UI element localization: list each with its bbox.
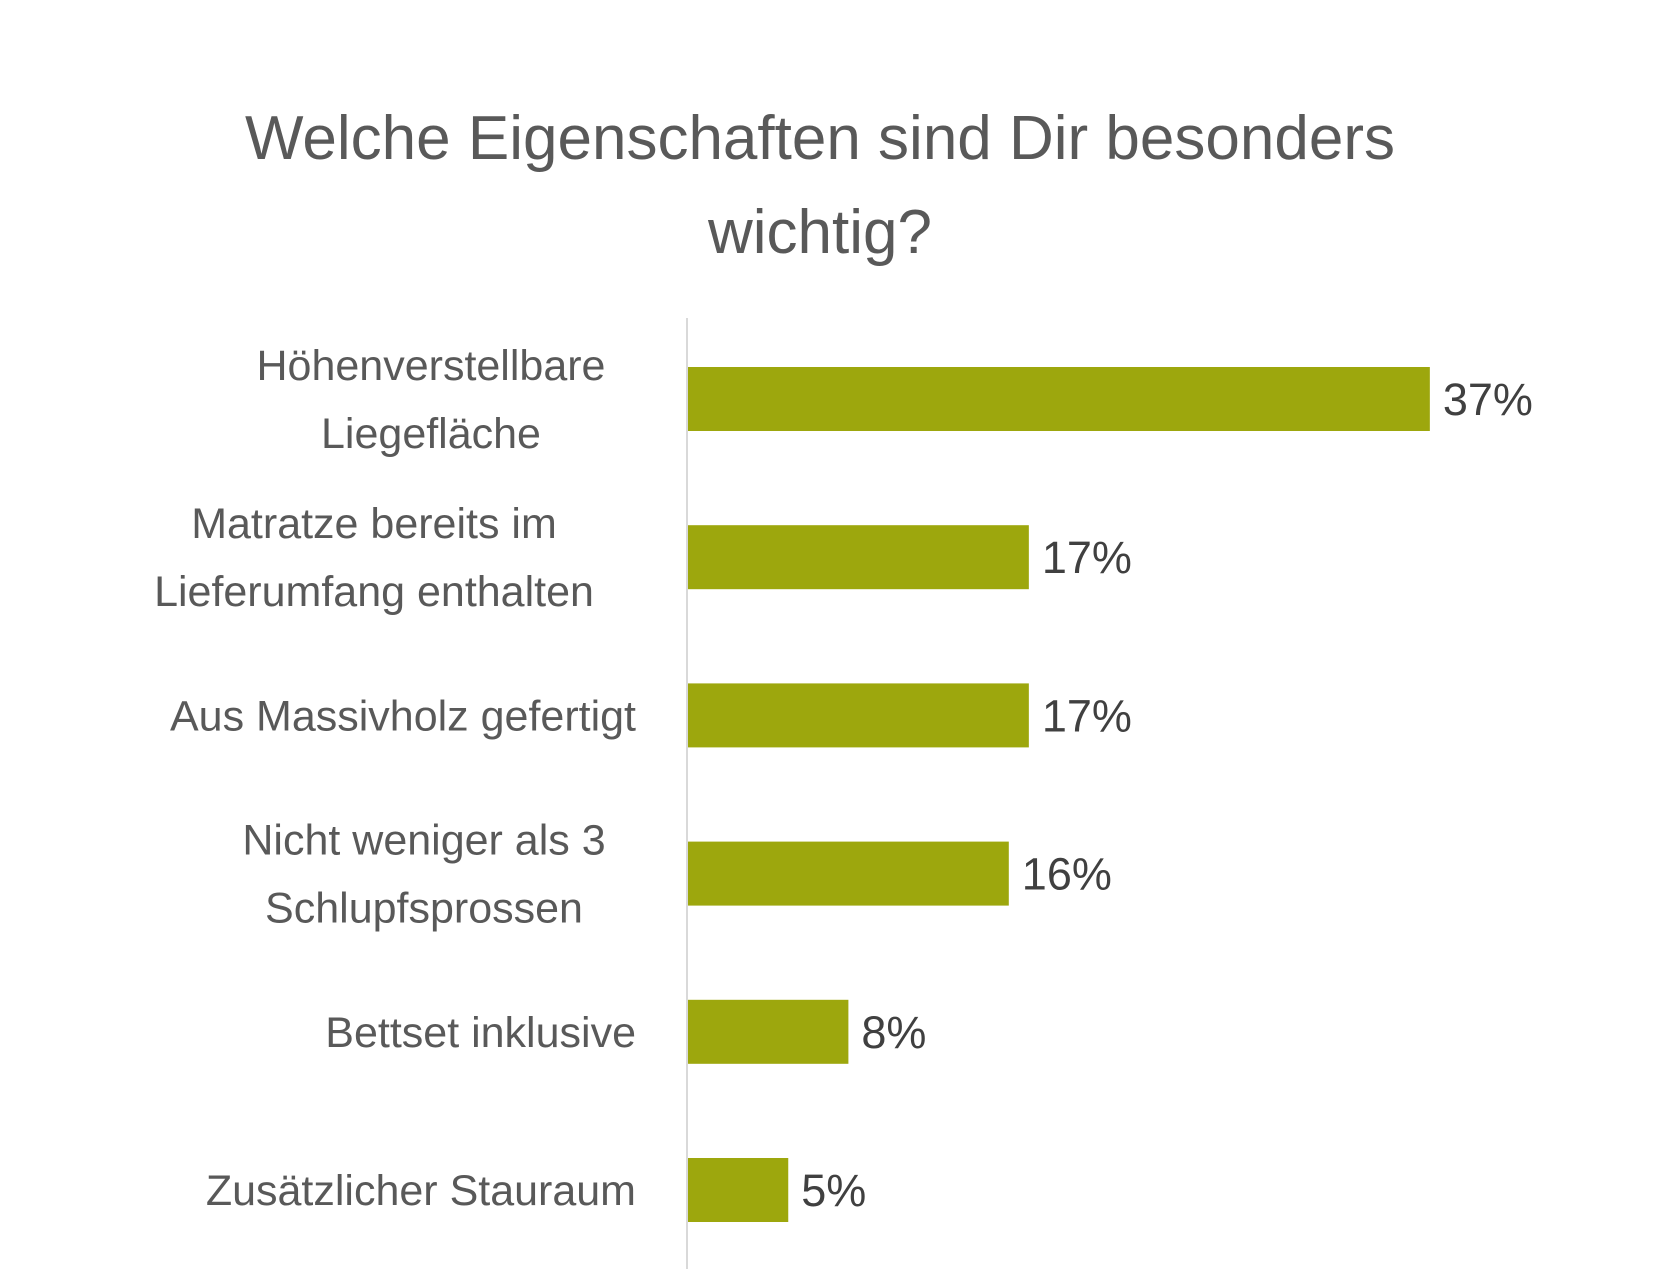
chart-title-line: wichtig? (708, 198, 932, 267)
bar (688, 683, 1029, 748)
bar (688, 999, 849, 1064)
data-label: 8% (861, 1007, 926, 1058)
category-label: Höhenverstellbare (257, 342, 606, 390)
data-label: 5% (801, 1165, 866, 1216)
category-label: Nicht weniger als 3 (242, 817, 605, 865)
chart-title: Welche Eigenschaften sind Dir besonders … (0, 92, 1640, 280)
category-label: Lieferumfang enthalten (154, 568, 594, 616)
data-label: 37% (1443, 374, 1533, 425)
bar (688, 367, 1430, 431)
category-label: Matratze bereits im (191, 500, 557, 548)
category-label: Bettset inklusive (325, 1009, 636, 1057)
data-label: 16% (1022, 849, 1112, 900)
category-label: Zusätzlicher Stauraum (206, 1167, 636, 1215)
bar (688, 525, 1029, 590)
data-label: 17% (1042, 532, 1132, 583)
category-label: Schlupfsprossen (265, 885, 583, 933)
data-label: 17% (1042, 690, 1132, 741)
bar (688, 1158, 789, 1222)
category-label: Aus Massivholz gefertigt (170, 692, 636, 740)
bar (688, 841, 1009, 906)
category-label: Liegefläche (321, 410, 541, 458)
chart-title-line: Welche Eigenschaften sind Dir besonders (245, 104, 1395, 173)
